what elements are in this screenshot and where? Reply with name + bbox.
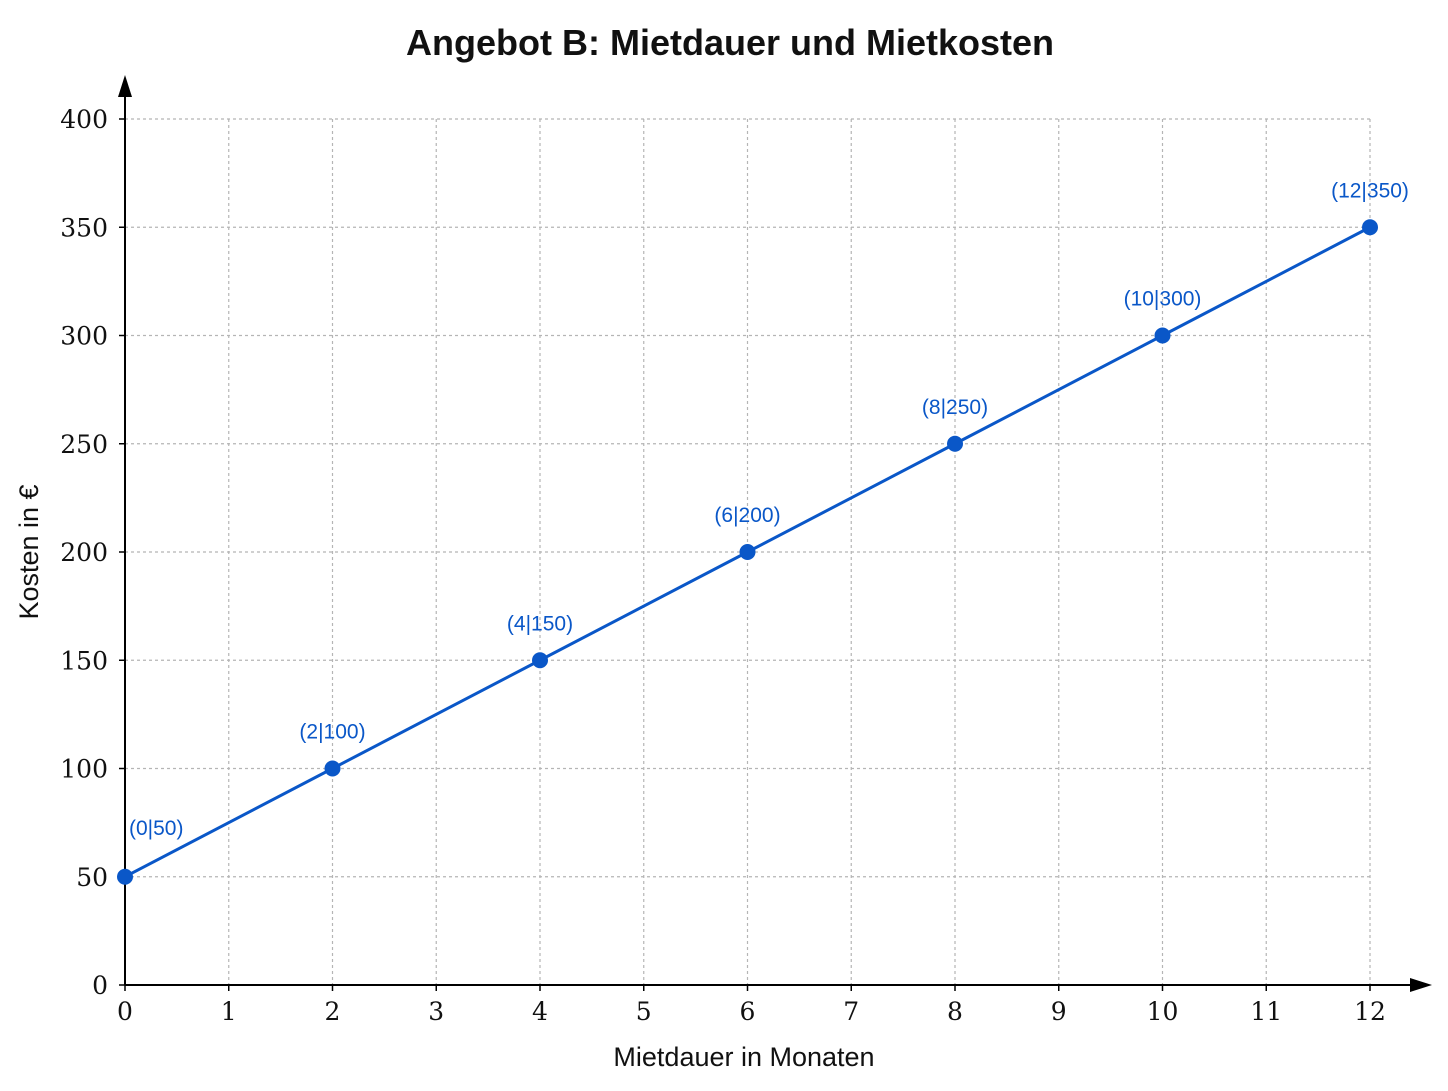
axes bbox=[118, 75, 1432, 992]
x-tick-label: 11 bbox=[1250, 997, 1282, 1026]
x-tick-label: 12 bbox=[1354, 997, 1386, 1026]
point-label: (10|300) bbox=[1124, 288, 1202, 311]
chart-title: Angebot B: Mietdauer und Mietkosten bbox=[406, 22, 1054, 63]
x-tick-label: 0 bbox=[117, 997, 133, 1026]
point-label: (4|150) bbox=[507, 612, 573, 635]
y-axis-arrow bbox=[118, 75, 132, 97]
x-axis-arrow bbox=[1410, 978, 1432, 992]
y-tick-label: 250 bbox=[60, 430, 108, 459]
y-tick-label: 100 bbox=[60, 755, 108, 784]
x-tick-label: 2 bbox=[325, 997, 341, 1026]
y-tick-label: 350 bbox=[60, 213, 108, 242]
y-tick-label: 200 bbox=[60, 538, 108, 567]
data-point bbox=[117, 868, 133, 885]
y-tick-label: 150 bbox=[60, 646, 108, 675]
point-label: (8|250) bbox=[922, 396, 988, 419]
x-tick-label: 5 bbox=[636, 997, 652, 1026]
x-tick-label: 3 bbox=[428, 997, 444, 1026]
y-tick-label: 50 bbox=[76, 863, 108, 892]
x-tick-label: 9 bbox=[1051, 997, 1067, 1026]
y-tick-label: 0 bbox=[92, 971, 108, 1000]
x-tick-label: 10 bbox=[1147, 997, 1179, 1026]
y-axis-label: Kosten in € bbox=[14, 484, 44, 619]
x-tick-label: 4 bbox=[532, 997, 548, 1026]
x-tick-label: 7 bbox=[843, 997, 859, 1026]
data-point bbox=[1154, 327, 1171, 344]
x-tick-label: 6 bbox=[740, 997, 756, 1026]
y-tick-label: 300 bbox=[60, 322, 108, 351]
x-axis-label: Mietdauer in Monaten bbox=[613, 1042, 874, 1072]
point-label: (6|200) bbox=[714, 504, 780, 527]
x-tick-label: 1 bbox=[221, 997, 237, 1026]
point-label: (0|50) bbox=[129, 817, 183, 840]
data-point bbox=[947, 435, 963, 452]
point-label: (2|100) bbox=[299, 721, 365, 744]
data-point bbox=[532, 652, 548, 669]
data-point bbox=[1362, 219, 1378, 236]
point-label: (12|350) bbox=[1331, 179, 1409, 202]
x-tick-label: 8 bbox=[947, 997, 963, 1026]
y-tick-label: 400 bbox=[60, 105, 108, 134]
series: (0|50) (2|100) (4|150) (6|200) (8|250) (10|30… bbox=[117, 179, 1409, 885]
data-point bbox=[324, 760, 341, 777]
data-point bbox=[739, 544, 756, 560]
